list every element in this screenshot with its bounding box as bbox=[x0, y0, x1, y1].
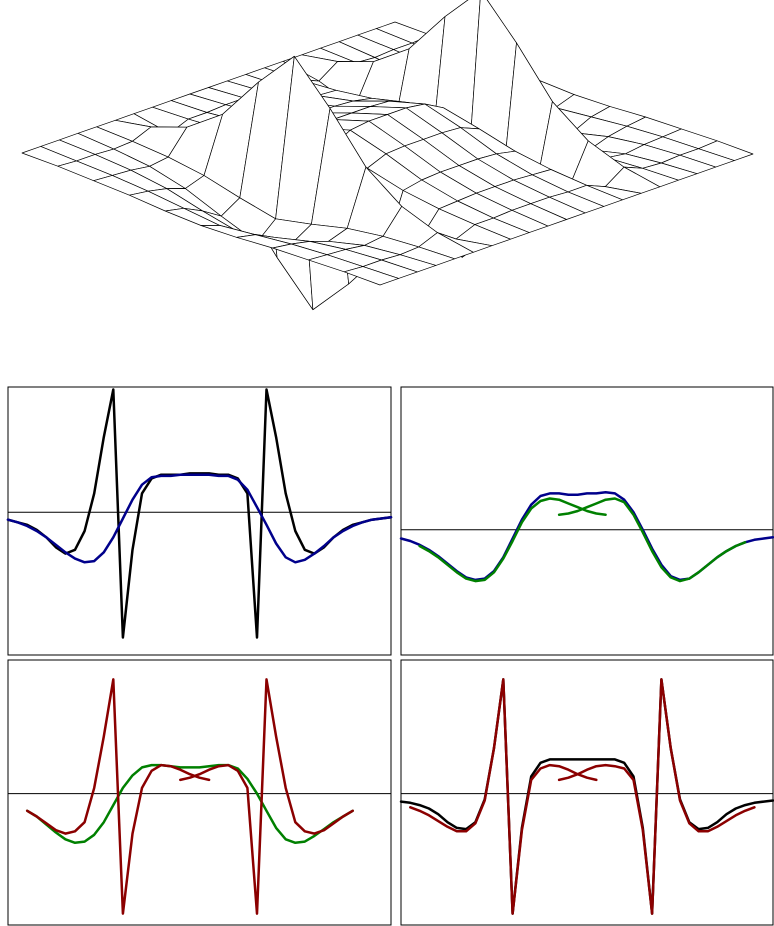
series-line bbox=[557, 678, 756, 915]
series-line bbox=[399, 678, 774, 915]
series-line bbox=[399, 490, 774, 582]
series-line bbox=[6, 388, 393, 639]
series-line bbox=[25, 678, 211, 915]
series-line bbox=[179, 678, 354, 915]
panel-frame bbox=[400, 386, 774, 656]
series-line bbox=[6, 473, 393, 564]
series-line bbox=[25, 763, 354, 845]
series-line bbox=[409, 678, 598, 915]
panel-frame bbox=[7, 386, 392, 656]
series-line bbox=[557, 497, 747, 583]
panel-frame bbox=[400, 659, 774, 926]
surface-cell bbox=[343, 266, 399, 286]
panel-frame bbox=[7, 659, 392, 926]
series-line bbox=[418, 497, 607, 583]
